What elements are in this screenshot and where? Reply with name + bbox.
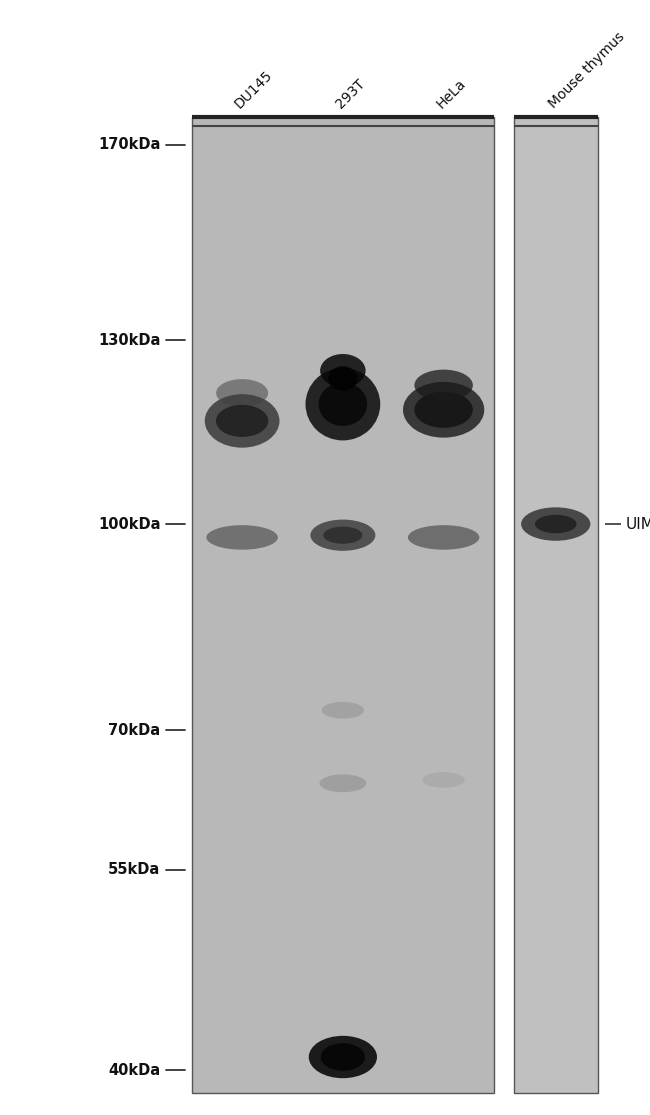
Text: 293T: 293T [333, 77, 367, 112]
Text: 100kDa: 100kDa [98, 516, 161, 532]
Text: UIMC1: UIMC1 [626, 516, 650, 532]
Ellipse shape [415, 369, 473, 400]
Text: 40kDa: 40kDa [109, 1063, 161, 1078]
Ellipse shape [521, 507, 590, 541]
Ellipse shape [320, 1044, 365, 1070]
Ellipse shape [322, 702, 364, 719]
Ellipse shape [422, 772, 465, 787]
Ellipse shape [415, 391, 473, 428]
Text: 170kDa: 170kDa [98, 137, 161, 153]
Ellipse shape [535, 515, 577, 533]
Text: Mouse thymus: Mouse thymus [546, 30, 627, 112]
Ellipse shape [309, 1036, 377, 1078]
Ellipse shape [207, 525, 278, 550]
Ellipse shape [320, 774, 367, 792]
Text: HeLa: HeLa [434, 77, 469, 112]
Ellipse shape [324, 526, 363, 544]
Bar [192, 117, 494, 1093]
Ellipse shape [408, 525, 480, 550]
Text: 55kDa: 55kDa [109, 862, 161, 878]
Bar [514, 117, 598, 1093]
Text: DU145: DU145 [232, 68, 276, 112]
Ellipse shape [216, 405, 268, 437]
Ellipse shape [403, 381, 484, 437]
Text: 130kDa: 130kDa [98, 332, 161, 348]
Ellipse shape [320, 353, 365, 387]
Text: 70kDa: 70kDa [109, 723, 161, 738]
Ellipse shape [306, 368, 380, 440]
Ellipse shape [318, 382, 367, 426]
Ellipse shape [328, 366, 358, 390]
Ellipse shape [216, 379, 268, 407]
Ellipse shape [311, 520, 376, 551]
Ellipse shape [205, 394, 280, 447]
